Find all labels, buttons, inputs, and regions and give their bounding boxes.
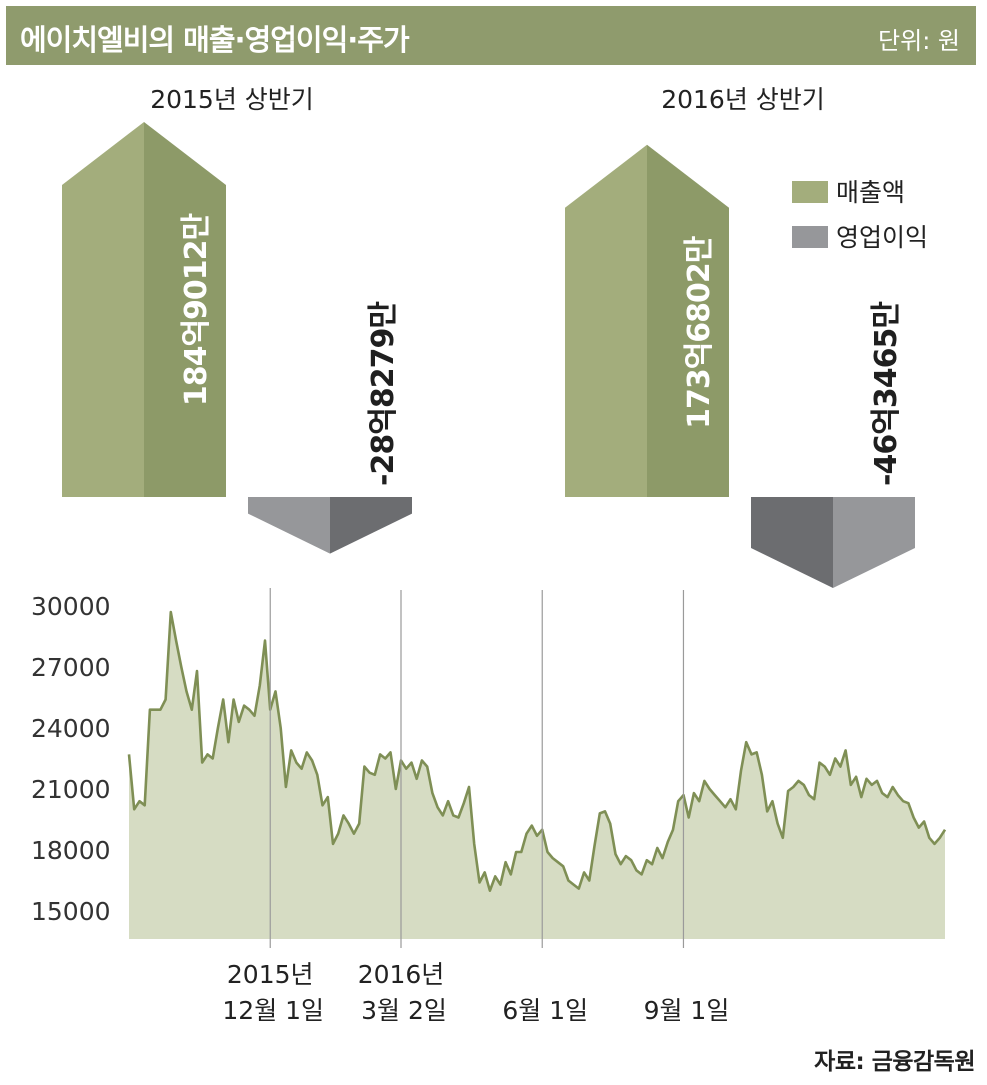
- x-axis: 2015년 12월 1일 2016년 3월 2일 6월 1일 9월 1일: [222, 960, 729, 1025]
- profit-bar-h1-2015: [248, 497, 330, 554]
- profit-bar-shade-h1-2015: [330, 497, 412, 554]
- x-label-year-2: 2016년: [358, 960, 445, 989]
- profit-bar-shade-h1-2016: [833, 497, 915, 588]
- price-line: [127, 610, 947, 893]
- bar-group: 2015년 상반기 184억9012만 -28억8279만 2016년 상반기 173억…: [62, 85, 915, 588]
- x-label-date-2: 3월 2일: [361, 996, 447, 1025]
- profit-bar-h1-2016: [751, 497, 833, 588]
- x-label-date-4: 9월 1일: [644, 996, 730, 1025]
- y-tick-label-15000: 15000: [31, 897, 111, 926]
- profit-value-label-h1-2015: -28억8279만: [366, 301, 401, 486]
- y-tick-label-24000: 24000: [31, 714, 111, 743]
- unit-label: 단위: 원: [878, 27, 960, 55]
- price-area: [127, 610, 947, 939]
- x-label-date-1: 12월 1일: [222, 996, 324, 1025]
- revenue-value-label-h1-2015: 184억9012만: [179, 212, 214, 406]
- header-bar: 에이치엘비의 매출·영업이익·주가 단위: 원: [6, 6, 976, 65]
- date-guides: [269, 588, 685, 948]
- profit-value-label-h1-2016: -46억3465만: [869, 301, 904, 486]
- x-label-date-3: 6월 1일: [502, 996, 588, 1025]
- y-tick-label-18000: 18000: [31, 836, 111, 865]
- revenue-bar-h1-2015: [62, 122, 144, 497]
- y-tick-label-27000: 27000: [31, 653, 111, 682]
- legend-label-profit: 영업이익: [836, 223, 928, 252]
- legend-swatch-profit: [792, 226, 828, 248]
- revenue-bar-shade-h1-2016: [647, 144, 729, 497]
- source-note: 자료: 금융감독원: [814, 1049, 975, 1075]
- legend-swatch-revenue: [792, 181, 828, 203]
- revenue-value-label-h1-2016: 173억6802만: [682, 235, 717, 429]
- revenue-bar-shade-h1-2015: [144, 122, 226, 497]
- legend-label-revenue: 매출액: [836, 178, 905, 207]
- y-axis: 30000 27000 24000 21000 18000 15000: [31, 592, 111, 926]
- y-tick-label-21000: 21000: [31, 775, 111, 804]
- x-label-year-1: 2015년: [227, 960, 314, 989]
- bar-category-label-h1-2015: 2015년 상반기: [150, 85, 314, 114]
- chart-title: 에이치엘비의 매출·영업이익·주가: [20, 23, 410, 57]
- y-tick-label-30000: 30000: [31, 592, 111, 621]
- revenue-bar-h1-2016: [565, 144, 647, 497]
- bar-category-label-h1-2016: 2016년 상반기: [661, 85, 825, 114]
- price-area-fill: [129, 612, 945, 939]
